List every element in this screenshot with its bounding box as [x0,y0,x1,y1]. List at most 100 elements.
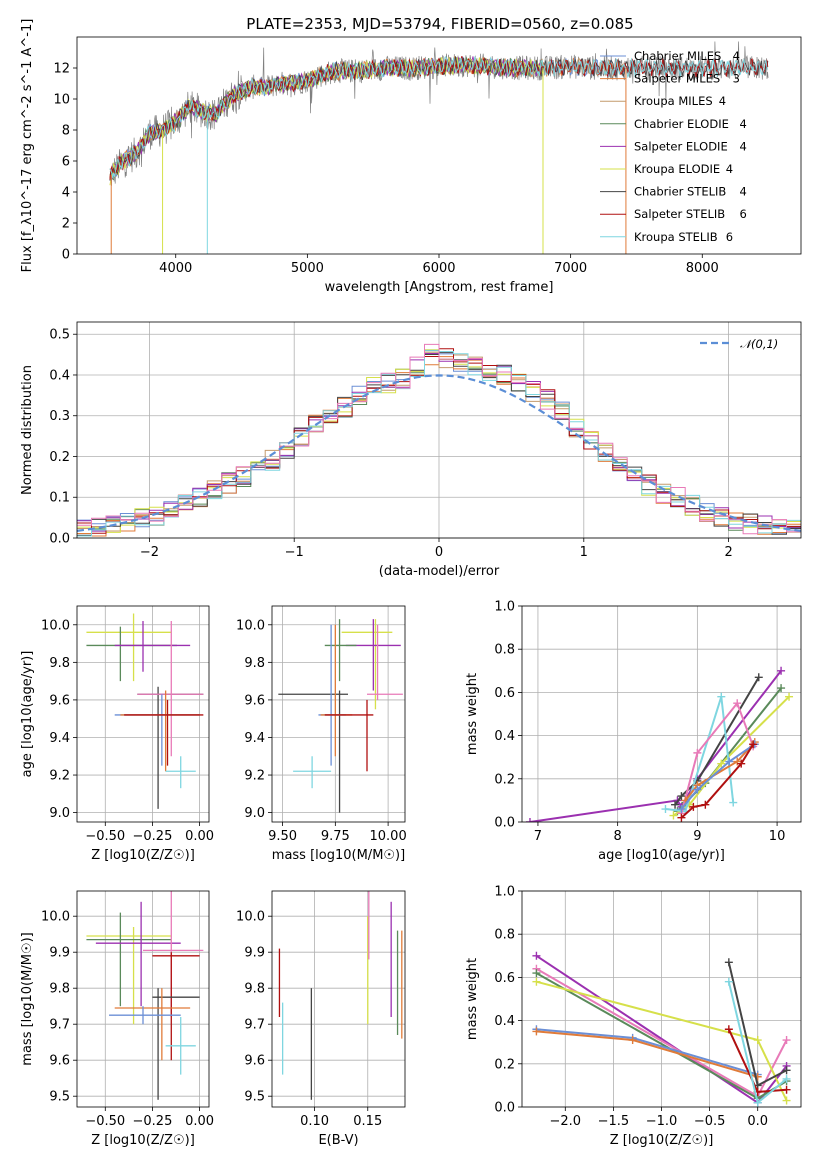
weight-point [693,748,702,757]
error-cross-chabrier-stelib [137,686,204,809]
y-tick-label: 9.8 [49,656,70,671]
weight-point [677,813,686,822]
y-tick-label: 9.2 [244,769,265,784]
grid [77,891,209,1107]
y-tick-label: 0.4 [494,1014,515,1029]
y-tick-label: 0.2 [494,772,515,787]
weight-series-pink [677,699,758,818]
y-axis-label: mass weight [465,958,480,1040]
y-tick-label: 0.3 [49,409,70,424]
y-tick-label: 4 [62,186,70,201]
axes-frame [271,605,406,823]
legend-nssp: 4 [740,117,747,131]
weight-line [680,701,755,814]
legend-nssp: 4 [733,49,740,63]
error-cross-chabrier-elodie [86,626,177,682]
axes-frame [76,605,210,823]
y-tick-label: 10.0 [41,910,70,925]
y-tick-label: 9.4 [244,731,265,746]
weight-line [665,696,735,813]
weight-point [532,969,541,978]
y-tick-label: 10.0 [236,910,265,925]
x-tick-label: 4000 [159,261,192,276]
ticks: −2 −1 0 1 2 0.0 0.1 0.2 0.3 0.4 0.5 [49,328,732,560]
y-tick-label: 9.0 [244,806,265,821]
x-tick-label: 6000 [422,261,455,276]
x-tick-label: 0.00 [185,1114,214,1129]
plot-area [278,619,403,813]
legend-nssp: 4 [726,162,733,176]
legend-nssp: 4 [719,94,726,108]
weight-series-salpeter-stelib [724,1025,791,1096]
y-tick-label: 2 [62,217,70,232]
y-tick-label: 10.0 [41,618,70,633]
y-tick-label: 9.5 [244,1090,265,1105]
weight-series-salpeter-elodie [525,666,786,822]
mass-vs-metallicity-panel: −0.50 −0.25 0.00 9.5 9.6 9.7 9.8 9.9 10.0 Z [log1… [20,890,214,1148]
ticks: −0.50 −0.25 0.00 9.5 9.6 9.7 9.8 9.9 10.0 [41,910,214,1129]
x-tick-label: 1 [580,545,588,560]
x-axis-label: Z [log10(Z/Z☉)] [91,848,195,863]
ticks: −2.0 −1.5 −1.0 −0.5 0.0 0.0 0.2 0.4 0.6 0.8 1.0 [494,885,768,1130]
weight-line [676,687,782,812]
weight-point [754,673,763,682]
weight-series-kroupa-stelib [661,692,738,816]
plot-area [278,891,403,1100]
weight-point [717,759,726,768]
x-tick-label: 0.15 [353,1114,382,1129]
grid [272,606,405,822]
weight-point [725,757,734,766]
weight-point [677,805,686,814]
error-cross-salpeter-stelib [324,699,374,772]
spectrum-panel: 4000 5000 6000 7000 8000 0 2 4 6 8 10 12 wavelength … [20,19,802,295]
y-tick-label: 9.8 [244,982,265,997]
legend-nssp: 3 [733,72,740,86]
grid [272,891,405,1107]
y-tick-label: 1.0 [494,885,515,900]
y-tick-label: 9.0 [49,806,70,821]
legend-entry: Salpeter STELIB [634,207,725,221]
axes-frame [521,890,802,1108]
weight-point [729,798,738,807]
legend-entry: Chabrier ELODIE [634,117,729,131]
y-tick-label: 9.9 [49,946,70,961]
error-cross-kroupa-stelib [165,1017,196,1075]
axes-frame [76,36,802,255]
ticks: 4000 5000 6000 7000 8000 0 2 4 6 8 10 12 [53,62,718,277]
figure-title: PLATE=2353, MJD=53794, FIBERID=0560, z=0… [246,15,633,33]
x-tick-label: 8000 [686,261,719,276]
y-axis-label: Flux [f_λ10^-17 erg cm^-2 s^-1 A^-1] [20,19,35,273]
x-tick-label: −0.50 [85,1114,125,1129]
weight-point [693,785,702,794]
plot-area [532,951,791,1107]
x-tick-label: −1.5 [598,1114,630,1129]
weight-series-salpeter-stelib [677,740,758,822]
y-tick-label: 9.6 [49,693,70,708]
ticks: 0.10 0.15 9.5 9.6 9.7 9.8 9.9 10.0 [236,910,382,1129]
weight-point [532,951,541,960]
axes-frame [521,605,802,823]
plot-area [109,41,769,254]
grid [522,605,801,823]
normal-curve [77,374,801,532]
weight-point [724,977,733,986]
weight-series-chabrier-stelib [671,673,763,809]
y-tick-label: 0.6 [494,686,515,701]
age-vs-mass-panel: 9.50 9.75 10.00 9.0 9.2 9.4 9.6 9.8 10.0 mass [lo… [236,605,407,863]
x-tick-label: 9.75 [321,829,350,844]
error-cross-chabrier-stelib [278,690,348,813]
x-tick-label: 2 [724,545,732,560]
weight-line [674,676,760,806]
error-cross-kroupa-elodie [86,613,172,682]
weight-point [785,692,794,701]
error-cross-salpeter-elodie [95,901,181,1007]
y-tick-label: 9.6 [244,1054,265,1069]
legend-nssp: 6 [740,207,747,221]
y-tick-label: 0.5 [49,328,70,343]
y-tick-label: 0.8 [494,643,515,658]
plot-area [77,343,801,537]
weight-line [680,743,756,810]
legend-entry: Kroupa STELIB [634,230,718,244]
x-tick-label: 0.0 [747,1114,768,1129]
